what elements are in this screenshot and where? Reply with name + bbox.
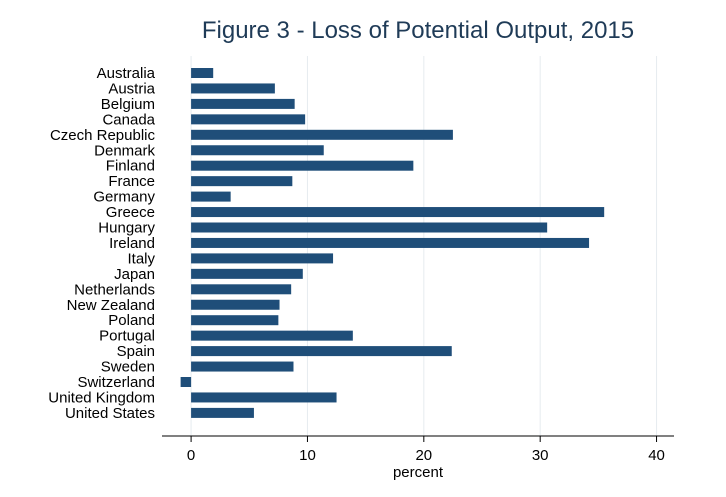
chart-title: Figure 3 - Loss of Potential Output, 201… [202,17,634,44]
bar-new-zealand [191,299,280,310]
bar-sweden [191,361,294,372]
bar-united-kingdom [191,392,337,403]
category-label: Germany [93,189,155,206]
category-label: New Zealand [67,297,155,314]
category-label: Portugal [99,328,155,345]
category-label: Ireland [109,235,155,252]
category-label: Netherlands [74,281,155,298]
bar-australia [191,68,214,78]
x-tick-label: 40 [648,447,665,464]
bar-belgium [191,98,295,109]
bar-finland [191,160,414,171]
category-label: France [108,173,155,190]
category-label: Hungary [98,220,155,237]
x-axis-label: percent [393,464,444,481]
x-tick-label: 0 [187,447,195,464]
bar-layer [180,68,605,418]
x-tick-label: 10 [299,447,316,464]
x-tick-layer: 0 10 20 30 40 [187,436,665,464]
category-label: Belgium [101,96,155,113]
bar-greece [191,207,605,218]
bar-austria [191,83,275,94]
bar-poland [191,315,279,326]
x-tick-label: 30 [532,447,549,464]
bar-ireland [191,237,590,248]
category-label: Greece [106,204,155,221]
bar-switzerland [180,377,192,387]
category-label: Finland [106,158,155,175]
category-label: Switzerland [77,374,155,391]
bar-italy [191,253,334,264]
category-label: Austria [108,80,155,97]
x-tick-label: 20 [415,447,432,464]
category-label: United Kingdom [48,389,155,406]
bar-hungary [191,222,548,233]
bar-czech-republic [191,129,453,140]
bar-germany [191,191,231,202]
category-label: Canada [102,111,155,128]
category-label: Poland [108,312,155,329]
bar-japan [191,268,303,279]
bar-portugal [191,330,353,341]
bar-netherlands [191,284,292,295]
category-label: Czech Republic [50,127,156,144]
category-label: Sweden [101,359,155,376]
category-label: United States [65,405,155,422]
category-label: Italy [127,250,155,267]
bar-denmark [191,145,324,156]
bar-canada [191,114,306,125]
category-label: Japan [114,266,155,283]
bar-spain [191,346,452,357]
bar-united-states [191,407,254,418]
category-label: Spain [117,343,155,360]
category-label: Denmark [94,142,155,159]
category-label: Australia [97,65,156,82]
bar-france [191,176,293,187]
